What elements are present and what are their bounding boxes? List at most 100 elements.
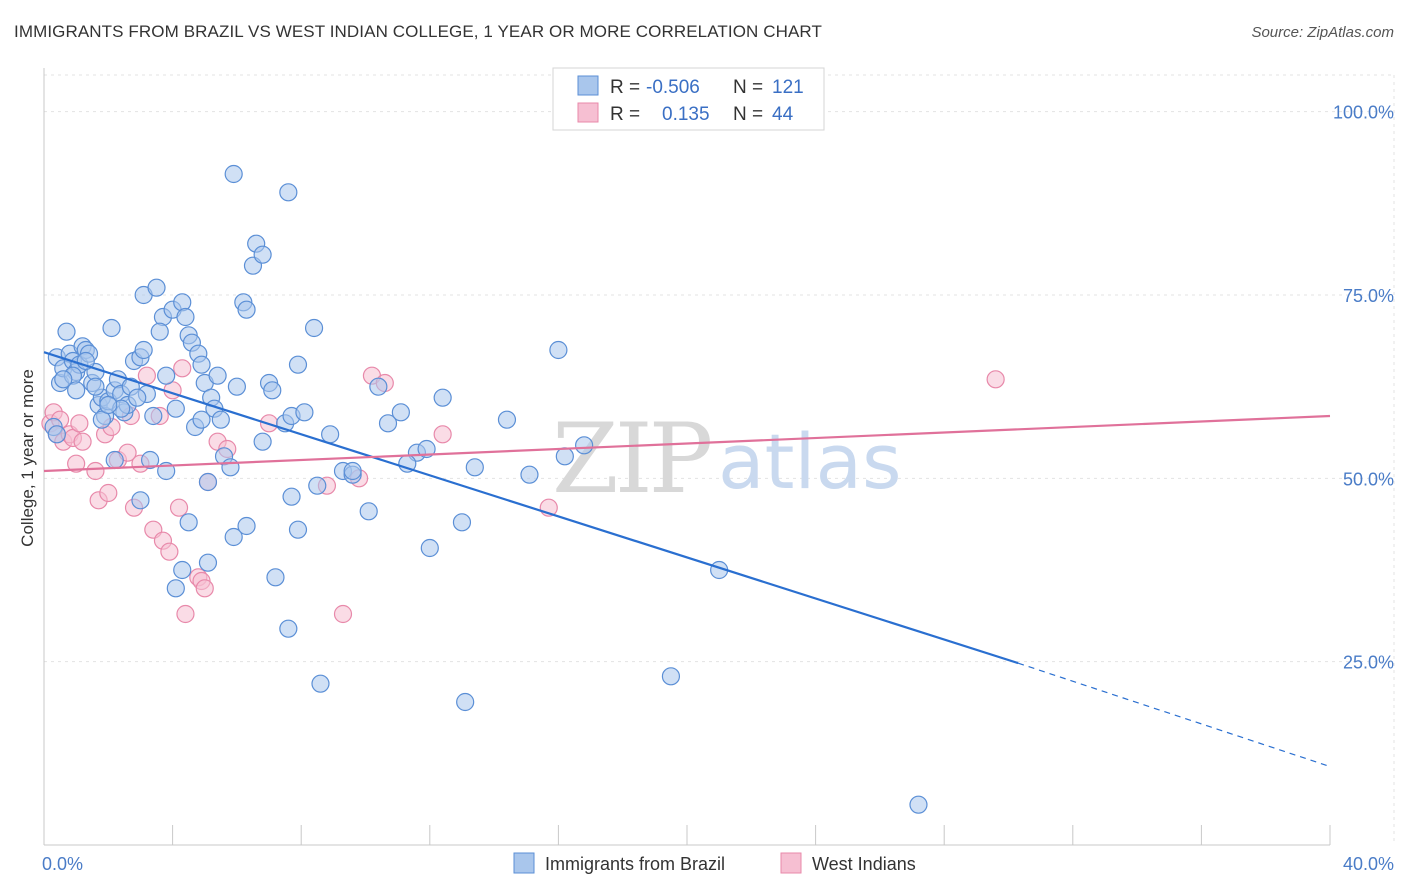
data-point <box>227 377 246 396</box>
data-point <box>237 516 256 536</box>
data-point <box>279 619 298 638</box>
legend-n-label-west-indians: N = <box>733 104 763 125</box>
data-point <box>173 560 192 580</box>
data-point <box>195 579 214 598</box>
legend-r-label-brazil: R = <box>610 77 640 98</box>
data-point <box>67 381 86 400</box>
data-point <box>253 432 272 451</box>
data-point <box>661 667 681 686</box>
watermark: ZIP atlas <box>552 403 902 515</box>
data-point <box>391 403 410 422</box>
data-point <box>157 366 176 385</box>
bottom-legend-swatch-brazil <box>513 852 535 874</box>
data-point <box>224 527 243 547</box>
chart-title: IMMIGRANTS FROM BRAZIL VS WEST INDIAN CO… <box>14 22 822 41</box>
data-point <box>279 183 298 202</box>
data-point <box>555 447 574 466</box>
data-point <box>420 538 439 558</box>
data-point <box>166 399 185 418</box>
data-point <box>909 795 928 814</box>
data-point <box>73 432 92 451</box>
data-point <box>137 366 156 385</box>
y-tick-label: 50.0% <box>1343 469 1394 489</box>
data-point <box>378 414 398 433</box>
data-point <box>47 425 66 444</box>
legend-r-value-west-indians: 0.135 <box>662 104 710 125</box>
data-point <box>311 674 330 693</box>
data-point <box>144 406 163 426</box>
data-point <box>86 461 105 481</box>
data-point <box>359 502 378 521</box>
data-point <box>308 476 327 495</box>
data-point <box>211 410 230 429</box>
legend-swatch-west-indians <box>577 102 599 123</box>
legend-n-label-brazil: N = <box>733 77 763 98</box>
data-point <box>497 410 517 429</box>
data-point <box>192 410 211 429</box>
data-point <box>176 604 195 624</box>
x-tick-min: 0.0% <box>42 854 83 874</box>
y-axis-label: College, 1 year or more <box>18 369 37 547</box>
y-tick-label: 25.0% <box>1343 653 1394 673</box>
y-tick-label: 100.0% <box>1333 103 1394 123</box>
data-point <box>263 381 282 400</box>
data-point <box>369 377 388 396</box>
data-point <box>343 461 362 481</box>
data-point <box>417 439 436 459</box>
stats-legend: R = -0.506 N = 121 R = 0.135 N = 44 <box>552 67 825 131</box>
data-point <box>160 542 179 561</box>
data-point <box>198 472 218 492</box>
data-point <box>288 520 308 539</box>
data-point <box>70 414 89 433</box>
data-point <box>549 340 568 360</box>
data-point <box>452 513 472 532</box>
data-point <box>169 498 189 517</box>
data-point <box>266 568 285 587</box>
data-point <box>253 245 272 264</box>
data-point <box>99 483 118 503</box>
data-point <box>333 604 353 624</box>
data-point <box>237 300 256 319</box>
y-tick-labels: 25.0% 50.0% 75.0% 100.0% <box>1333 103 1394 673</box>
data-point <box>520 465 539 484</box>
data-point <box>105 450 124 470</box>
data-point <box>67 454 86 473</box>
trend-line-west-indians <box>43 414 1331 473</box>
data-point <box>465 458 484 477</box>
data-point <box>176 307 195 327</box>
bottom-legend-swatch-west-indians <box>780 852 802 874</box>
data-point <box>224 164 243 184</box>
y-tick-label: 75.0% <box>1343 286 1394 306</box>
data-point <box>99 395 118 415</box>
data-point <box>173 293 192 312</box>
bottom-legend-brazil: Immigrants from Brazil <box>545 854 725 874</box>
legend-n-value-west-indians: 44 <box>772 104 794 125</box>
data-point <box>131 491 150 510</box>
data-point <box>321 425 340 444</box>
data-point <box>179 513 198 532</box>
watermark-atlas: atlas <box>718 417 902 506</box>
data-point <box>192 355 211 374</box>
data-point <box>147 278 166 297</box>
data-point <box>288 355 308 374</box>
data-point <box>173 359 192 378</box>
legend-r-value-brazil: -0.506 <box>646 77 700 98</box>
data-point <box>86 377 105 396</box>
data-point <box>575 436 594 455</box>
data-point <box>433 388 452 407</box>
data-point <box>986 370 1005 389</box>
trend-line-brazil <box>43 351 1019 665</box>
data-point <box>150 322 169 341</box>
data-point <box>134 340 153 360</box>
data-point <box>221 458 240 477</box>
x-tick-max: 40.0% <box>1343 854 1394 874</box>
data-point <box>433 425 452 444</box>
data-point <box>295 403 314 422</box>
data-point <box>456 692 475 712</box>
trend-line-brazil-extension <box>1017 662 1331 768</box>
trend-lines <box>43 351 1331 768</box>
data-point <box>57 322 76 341</box>
data-point <box>54 370 73 389</box>
data-point <box>128 388 147 407</box>
